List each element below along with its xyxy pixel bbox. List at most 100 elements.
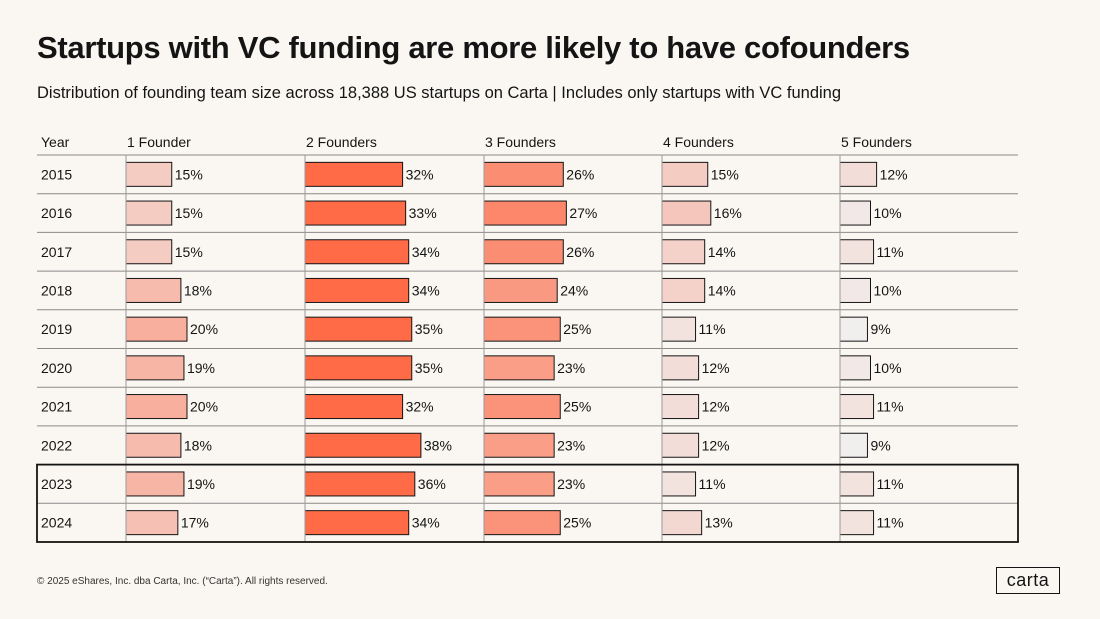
data-label: 16%	[714, 205, 742, 221]
chart-title: Startups with VC funding are more likely…	[37, 30, 910, 65]
data-label: 35%	[415, 321, 443, 337]
column-header: 2 Founders	[306, 134, 377, 150]
highlight-box	[36, 463, 1019, 543]
bar	[839, 432, 868, 458]
data-label: 25%	[563, 515, 591, 531]
row-label-year: 2015	[41, 166, 72, 182]
bar	[125, 316, 188, 342]
bar	[483, 277, 558, 303]
data-label: 15%	[711, 166, 739, 182]
bar	[125, 277, 182, 303]
carta-logo: carta	[996, 567, 1060, 594]
bar	[661, 471, 697, 497]
data-label: 24%	[560, 282, 588, 298]
bar	[661, 394, 700, 420]
data-label: 26%	[566, 244, 594, 260]
row-label-year: 2021	[41, 399, 72, 415]
data-label: 9%	[870, 437, 890, 453]
bar	[304, 471, 416, 497]
bar	[661, 355, 700, 381]
data-label: 20%	[190, 321, 218, 337]
bar	[304, 200, 407, 226]
data-label: 23%	[557, 476, 585, 492]
bar	[839, 277, 871, 303]
bar	[304, 432, 422, 458]
data-label: 11%	[699, 476, 726, 492]
bar	[304, 277, 410, 303]
data-label: 10%	[874, 205, 902, 221]
data-label: 9%	[870, 321, 890, 337]
data-label: 34%	[412, 244, 440, 260]
bar	[839, 471, 875, 497]
data-label: 19%	[187, 476, 215, 492]
data-label: 11%	[877, 515, 904, 531]
data-label: 25%	[563, 399, 591, 415]
data-label: 14%	[708, 244, 736, 260]
data-label: 33%	[409, 205, 437, 221]
data-label: 12%	[702, 399, 730, 415]
data-label: 11%	[877, 399, 904, 415]
bar	[483, 161, 564, 187]
bar	[483, 432, 555, 458]
bar	[661, 239, 706, 265]
bar	[839, 239, 875, 265]
data-label: 23%	[557, 360, 585, 376]
bar	[125, 200, 173, 226]
bar	[483, 355, 555, 381]
bar	[304, 239, 410, 265]
bar	[304, 161, 404, 187]
bar	[483, 239, 564, 265]
data-label: 17%	[181, 515, 209, 531]
bar	[661, 510, 703, 536]
bar	[304, 510, 410, 536]
bar	[839, 161, 878, 187]
bar	[839, 355, 871, 381]
data-label: 32%	[406, 166, 434, 182]
data-label: 11%	[877, 244, 904, 260]
column-header: 1 Founder	[127, 134, 191, 150]
row-label-year: 2017	[41, 244, 72, 260]
data-label: 27%	[569, 205, 597, 221]
row-label-year: 2024	[41, 515, 72, 531]
data-label: 12%	[702, 360, 730, 376]
bar	[125, 394, 188, 420]
data-label: 14%	[708, 282, 736, 298]
bar	[125, 510, 179, 536]
bar	[304, 394, 404, 420]
bar	[839, 394, 875, 420]
row-label-year: 2016	[41, 205, 72, 221]
data-label: 18%	[184, 282, 212, 298]
row-label-year: 2022	[41, 437, 72, 453]
bar	[125, 471, 185, 497]
data-label: 19%	[187, 360, 215, 376]
column-header: 5 Founders	[841, 134, 912, 150]
bar	[125, 161, 173, 187]
data-label: 38%	[424, 437, 452, 453]
row-label-year: 2020	[41, 360, 72, 376]
bar	[661, 316, 697, 342]
bar	[839, 510, 875, 536]
bar	[839, 316, 868, 342]
bar	[125, 239, 173, 265]
data-label: 36%	[418, 476, 446, 492]
bar	[483, 200, 567, 226]
data-label: 10%	[874, 360, 902, 376]
copyright-footer: © 2025 eShares, Inc. dba Carta, Inc. (“C…	[37, 576, 328, 587]
data-label: 10%	[874, 282, 902, 298]
data-label: 15%	[175, 166, 203, 182]
bar	[483, 471, 555, 497]
bar	[304, 355, 413, 381]
bar	[661, 277, 706, 303]
data-label: 11%	[699, 321, 726, 337]
bar	[483, 510, 561, 536]
bar	[125, 355, 185, 381]
row-label-year: 2019	[41, 321, 72, 337]
bar	[304, 316, 413, 342]
bar	[661, 432, 700, 458]
data-label: 11%	[877, 476, 904, 492]
data-label: 34%	[412, 282, 440, 298]
bar	[839, 200, 871, 226]
bar	[661, 200, 712, 226]
data-label: 32%	[406, 399, 434, 415]
